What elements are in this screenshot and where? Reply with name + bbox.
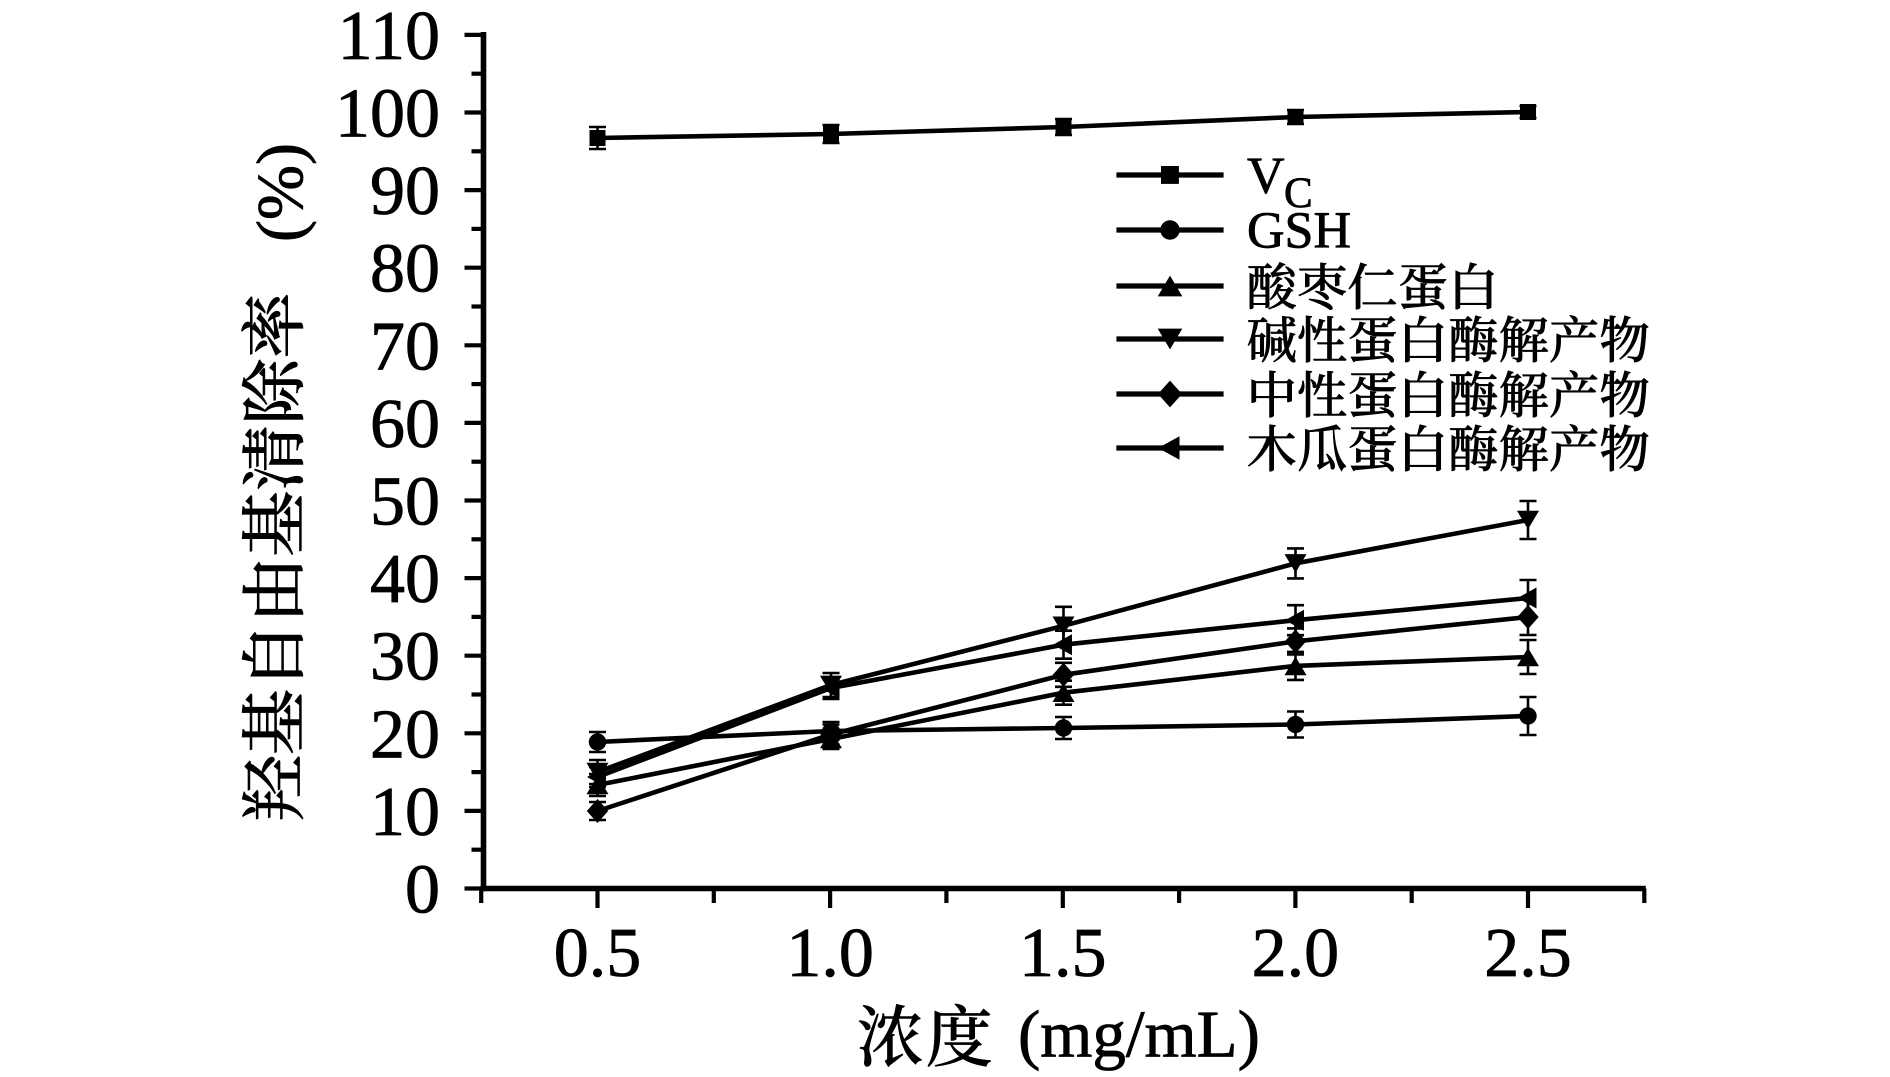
svg-text:90: 90	[370, 153, 440, 230]
svg-text:2.0: 2.0	[1252, 915, 1340, 992]
svg-text:60: 60	[370, 386, 440, 463]
svg-text:(mg/mL): (mg/mL)	[1018, 998, 1260, 1072]
svg-text:30: 30	[370, 619, 440, 696]
svg-text:110: 110	[338, 0, 440, 75]
svg-text:40: 40	[370, 541, 440, 618]
svg-text:V: V	[1247, 148, 1285, 205]
svg-text:C: C	[1284, 170, 1313, 217]
svg-text:80: 80	[370, 231, 440, 308]
svg-text:1.0: 1.0	[786, 915, 874, 992]
svg-text:70: 70	[370, 308, 440, 385]
svg-text:20: 20	[370, 696, 440, 773]
svg-text:GSH: GSH	[1247, 202, 1351, 259]
svg-text:1.5: 1.5	[1019, 915, 1107, 992]
svg-text:0.5: 0.5	[554, 915, 642, 992]
svg-text:10: 10	[370, 774, 440, 851]
svg-text:100: 100	[335, 76, 440, 153]
svg-text:0: 0	[405, 852, 440, 929]
svg-text:2.5: 2.5	[1484, 915, 1572, 992]
svg-text:(%): (%)	[244, 143, 317, 242]
svg-text:50: 50	[370, 464, 440, 541]
